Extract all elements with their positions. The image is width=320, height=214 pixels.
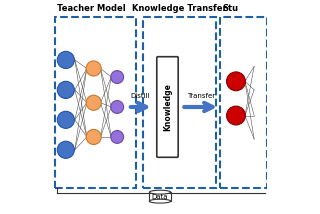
Text: Knowledge: Knowledge <box>163 83 172 131</box>
Circle shape <box>57 81 75 98</box>
Circle shape <box>86 95 101 110</box>
Circle shape <box>57 51 75 68</box>
Circle shape <box>111 131 124 143</box>
Text: Transfer: Transfer <box>187 94 215 100</box>
Circle shape <box>86 61 101 76</box>
Ellipse shape <box>149 199 171 203</box>
Text: Knowledge Transfer: Knowledge Transfer <box>132 4 227 13</box>
FancyBboxPatch shape <box>149 192 171 201</box>
FancyBboxPatch shape <box>157 57 178 157</box>
Text: Stu: Stu <box>222 4 238 13</box>
Circle shape <box>57 141 75 158</box>
Circle shape <box>57 111 75 128</box>
Text: Distill: Distill <box>131 94 150 100</box>
Circle shape <box>227 72 245 91</box>
Circle shape <box>86 129 101 144</box>
Circle shape <box>111 101 124 113</box>
Circle shape <box>111 71 124 83</box>
Text: Teacher Model: Teacher Model <box>57 4 126 13</box>
Circle shape <box>227 106 245 125</box>
Ellipse shape <box>149 190 171 194</box>
Text: Data: Data <box>152 194 168 200</box>
